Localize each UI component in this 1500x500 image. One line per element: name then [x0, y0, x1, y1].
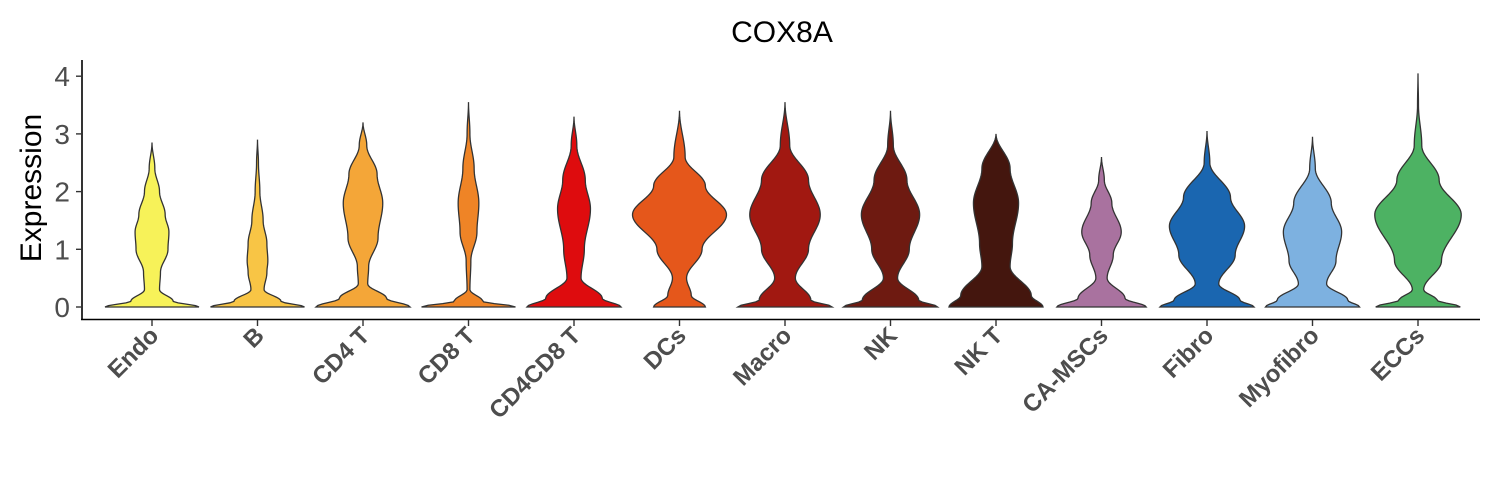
violin-nk-t — [948, 133, 1044, 308]
violin-macro — [735, 102, 835, 308]
y-tick-label: 3 — [54, 119, 70, 150]
y-tick-label: 1 — [54, 234, 70, 265]
x-tick-label: NK T — [950, 322, 1009, 381]
x-tick-label: B — [238, 322, 269, 353]
violin-eccs — [1374, 73, 1462, 308]
x-tick-label: Endo — [103, 322, 165, 384]
y-ticks-group: 0 1 2 3 4 — [54, 61, 82, 323]
violin-cd8-t — [421, 102, 516, 308]
violin-ca-mscs — [1055, 156, 1148, 308]
violin-nk — [841, 110, 940, 308]
violin-endo — [104, 142, 200, 308]
x-tick-label: CD8 T — [413, 322, 481, 390]
x-tick-label: Fibro — [1158, 322, 1220, 384]
x-tick-label: DCs — [639, 322, 692, 375]
violin-cd4cd8-t — [525, 116, 623, 308]
x-tick-label: Myofibro — [1234, 322, 1325, 413]
violins-group — [104, 73, 1462, 308]
violin-b — [210, 139, 305, 308]
x-tick-label: ECCs — [1366, 322, 1430, 386]
y-tick-label: 4 — [54, 61, 70, 92]
y-tick-label: 2 — [54, 177, 70, 208]
violin-cd4-t — [314, 122, 412, 308]
x-tick-label: CA-MSCs — [1017, 322, 1113, 418]
y-axis-label: Expression — [15, 114, 48, 262]
x-tick-label: CD4CD8 T — [484, 322, 586, 424]
chart-title: COX8A — [731, 16, 833, 49]
x-ticks-group: Endo B CD4 T CD8 T CD4CD8 T DCs Macro NK NK T CA-… — [103, 320, 1430, 424]
violin-myofibro — [1264, 136, 1361, 308]
x-tick-label: NK — [859, 322, 903, 366]
violin-fibro — [1158, 131, 1256, 308]
y-tick-label: 0 — [54, 292, 70, 323]
x-tick-label: CD4 T — [307, 322, 375, 390]
x-tick-label: Macro — [728, 322, 797, 391]
violin-dcs — [631, 110, 728, 308]
